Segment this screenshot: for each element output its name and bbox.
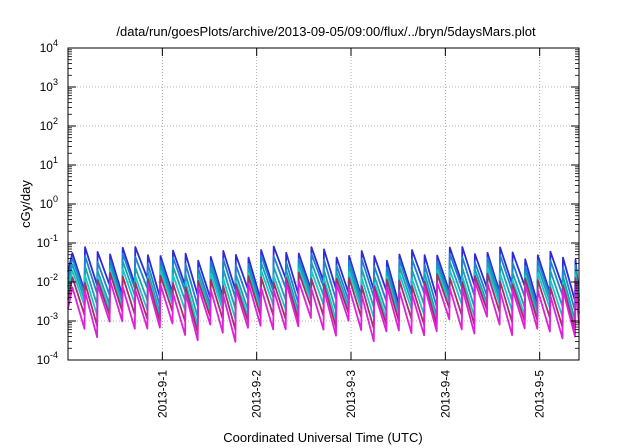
y-tick-label: 100 <box>40 194 58 211</box>
y-tick-label: 10-1 <box>37 233 58 250</box>
series-layer <box>67 245 580 343</box>
y-tick-label: 10-2 <box>37 272 58 289</box>
x-tick-label: 2013-9-2 <box>250 370 264 418</box>
x-tick-label: 2013-9-3 <box>344 370 358 418</box>
y-tick-label: 102 <box>40 116 58 133</box>
x-tick-label: 2013-9-1 <box>155 370 169 418</box>
x-tick-label: 2013-9-5 <box>533 370 547 418</box>
y-axis-label: cGy/day <box>18 180 33 228</box>
x-tick-label: 2013-9-4 <box>438 370 452 418</box>
y-tick-label: 10-3 <box>37 311 58 328</box>
x-axis-ticks: 2013-9-1 2013-9-2 2013-9-3 2013-9-4 2013-9-5 <box>155 48 547 418</box>
chart-title: /data/run/goesPlots/archive/2013-09-05/0… <box>116 24 536 39</box>
y-axis-ticks: 10-4 10-3 10-2 10-1 100 101 102 103 104 <box>37 38 579 367</box>
x-axis-label: Coordinated Universal Time (UTC) <box>223 430 422 445</box>
y-tick-label: 101 <box>40 155 58 172</box>
y-tick-label: 103 <box>40 77 58 94</box>
y-tick-label: 104 <box>40 38 58 55</box>
y-tick-label: 10-4 <box>37 350 58 367</box>
series-line <box>67 279 580 343</box>
